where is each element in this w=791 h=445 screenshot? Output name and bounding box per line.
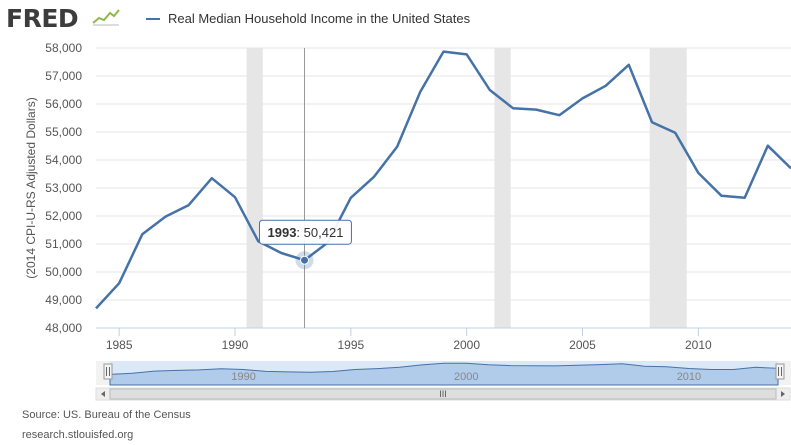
data-point-2006[interactable] [603, 83, 609, 89]
x-tick-labels: 1985 1990 1995 2000 2005 2010 [106, 328, 712, 352]
chart-legend[interactable]: Real Median Household Income in the Unit… [146, 11, 470, 26]
data-point-2008[interactable] [649, 119, 655, 125]
data-point-2012[interactable] [742, 195, 748, 201]
x-tick-label-2000: 2000 [453, 338, 480, 352]
line-chart-icon [92, 8, 120, 26]
x-tick-label-1995: 1995 [337, 338, 364, 352]
legend-series-name: Real Median Household Income in the Unit… [168, 11, 471, 26]
y-tick-label-58000: 58,000 [45, 41, 82, 55]
range-navigator[interactable]: 1990 2000 2010 [96, 361, 791, 386]
data-point-2011[interactable] [719, 193, 725, 199]
tooltip: 1993: 50,421 [259, 219, 352, 245]
data-point-1992[interactable] [278, 250, 284, 256]
tooltip-text: 1993: 50,421 [268, 225, 344, 240]
data-point-1987[interactable] [163, 214, 169, 220]
source-site-link[interactable]: research.stlouisfed.org [22, 429, 134, 441]
y-tick-label-50000: 50,000 [45, 265, 82, 279]
scroll-left-arrow-icon[interactable] [101, 391, 105, 397]
y-axis-label: (2014 CPI-U-RS Adjusted Dollars) [24, 97, 38, 278]
hover-point[interactable] [300, 255, 309, 265]
tooltip-value: 50,421 [304, 225, 344, 240]
scrollbar[interactable]: III [95, 387, 791, 401]
y-tick-label-54000: 54,000 [45, 153, 82, 167]
data-point-2002[interactable] [510, 105, 516, 111]
y-tick-label-57000: 57,000 [45, 69, 82, 83]
navigator-series-area [109, 362, 779, 386]
data-point-1989[interactable] [209, 175, 215, 181]
series-line[interactable] [95, 50, 791, 310]
data-point-2004[interactable] [556, 112, 562, 118]
data-point-1997[interactable] [394, 144, 400, 150]
legend-series-swatch [146, 17, 160, 20]
scrollbar-thumb[interactable] [109, 388, 777, 400]
scrollbar-grip-icon: III [439, 389, 447, 399]
y-tick-label-51000: 51,000 [45, 237, 82, 251]
x-tick-label-1985: 1985 [106, 338, 133, 352]
data-point-1999[interactable] [441, 49, 447, 55]
y-tick-label-48000: 48,000 [45, 321, 82, 335]
data-point-1990[interactable] [232, 194, 238, 200]
data-point-1985[interactable] [116, 280, 122, 286]
data-point-2003[interactable] [533, 107, 539, 113]
navigator-labels: 1990 2000 2010 [231, 371, 701, 383]
data-point-2010[interactable] [695, 170, 701, 176]
tooltip-label: 1993 [268, 225, 297, 240]
data-point-2013[interactable] [765, 143, 771, 149]
x-tick-label-1990: 1990 [222, 338, 249, 352]
fred-logo[interactable]: FRED [6, 4, 79, 33]
chart-header: FRED Real Median Household Income in the… [0, 0, 791, 38]
navigator-label-2010: 2010 [677, 371, 701, 383]
data-point-2009[interactable] [672, 130, 678, 136]
tooltip-box [259, 219, 352, 245]
source-note: Source: US. Bureau of the Census [22, 409, 191, 421]
data-point-1998[interactable] [417, 89, 423, 95]
navigator-right-handle[interactable] [775, 363, 785, 380]
data-point-1988[interactable] [186, 202, 192, 208]
data-point-2005[interactable] [580, 95, 586, 101]
data-point-1996[interactable] [371, 174, 377, 180]
y-tick-label-49000: 49,000 [45, 293, 82, 307]
x-tick-label-2005: 2005 [569, 338, 596, 352]
data-point-2000[interactable] [464, 51, 470, 57]
y-tick-label-55000: 55,000 [45, 125, 82, 139]
data-point-2001[interactable] [487, 87, 493, 93]
data-point-1986[interactable] [139, 231, 145, 237]
data-point-2007[interactable] [626, 62, 632, 68]
data-point-1995[interactable] [348, 195, 354, 201]
y-tick-label-53000: 53,000 [45, 181, 82, 195]
scroll-right-arrow-icon[interactable] [781, 391, 785, 397]
tooltip-separator: : [296, 225, 303, 240]
data-point-1984[interactable] [93, 305, 99, 311]
navigator-label-1990: 1990 [231, 371, 255, 383]
navigator-label-2000: 2000 [454, 371, 478, 383]
y-tick-label-52000: 52,000 [45, 209, 82, 223]
y-tick-label-56000: 56,000 [45, 97, 82, 111]
navigator-left-handle[interactable] [103, 363, 113, 380]
x-tick-label-2010: 2010 [685, 338, 712, 352]
y-tick-labels: 48,000 49,000 50,000 51,000 52,000 53,000 54,0… [45, 41, 82, 335]
